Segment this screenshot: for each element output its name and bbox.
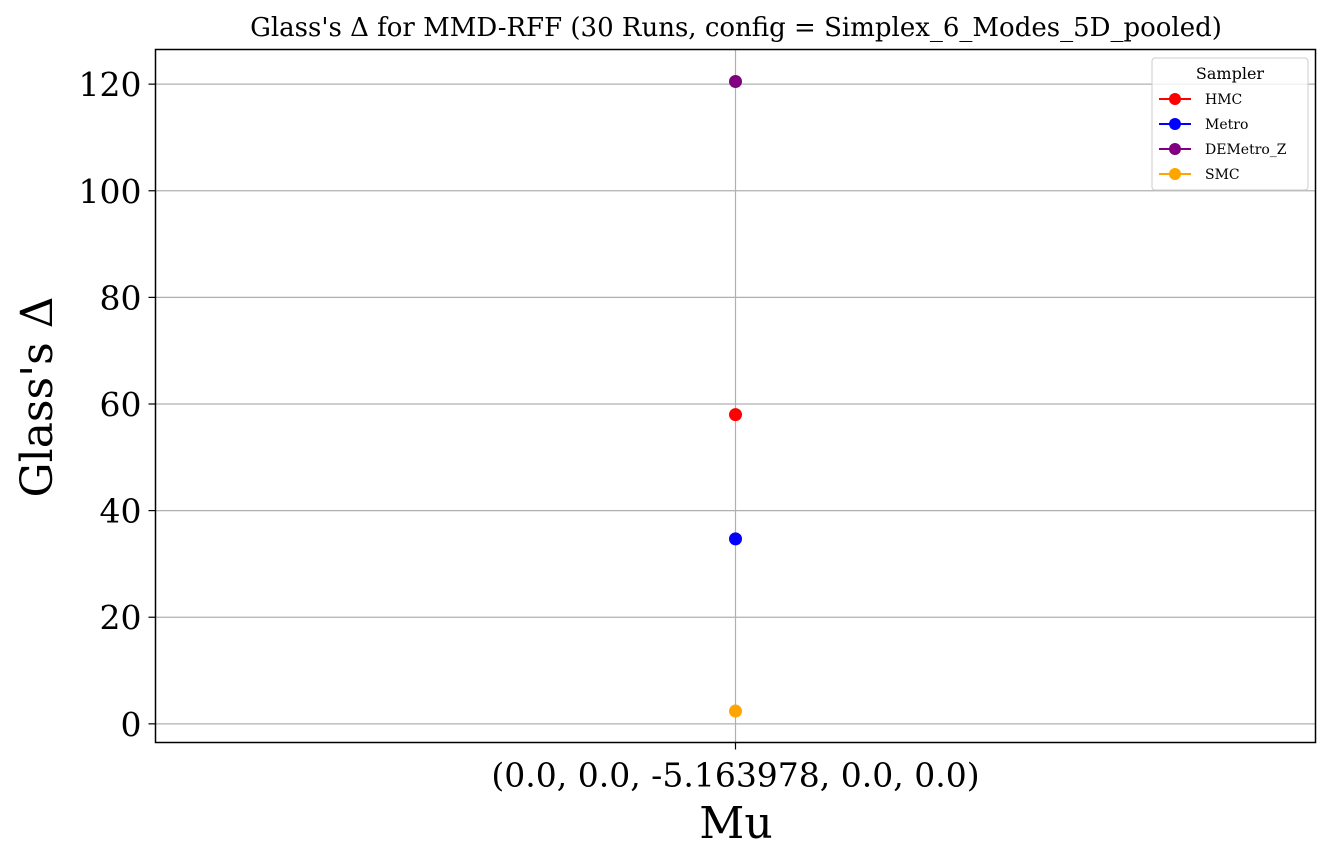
- data-point-smc: [729, 704, 742, 718]
- legend-label: Metro: [1205, 117, 1248, 133]
- plot-area-frame: [154, 48, 1317, 744]
- legend-entries: HMC Metro DEMetro_Z SMC: [1159, 92, 1287, 183]
- legend-item-demetro-z: DEMetro_Z: [1159, 142, 1287, 158]
- y-axis-label: Glass's Δ: [12, 296, 63, 497]
- axis-ticks: 0 20 40 60 80 100 120 (0.0, 0.0, -5.163978, 0.0…: [79, 65, 980, 794]
- legend-marker: [1169, 93, 1181, 105]
- y-tick-label: 60: [100, 385, 142, 424]
- legend: Sampler HMC Metro DEMetro_Z SMC: [1151, 57, 1309, 191]
- grid: [155, 49, 1316, 743]
- y-tick-label: 100: [79, 172, 142, 211]
- y-tick-label: 20: [100, 598, 142, 637]
- legend-marker: [1169, 118, 1181, 130]
- legend-label: HMC: [1205, 92, 1242, 108]
- x-tick-label: (0.0, 0.0, -5.163978, 0.0, 0.0): [491, 756, 979, 795]
- legend-marker: [1169, 143, 1181, 155]
- y-tick-label: 40: [100, 492, 142, 531]
- legend-item-smc: SMC: [1159, 167, 1240, 183]
- legend-marker: [1169, 168, 1181, 180]
- y-tick-label: 80: [100, 278, 142, 317]
- y-tick-label: 120: [79, 65, 142, 104]
- legend-item-hmc: HMC: [1159, 92, 1242, 108]
- data-point-demetro-z: [729, 74, 742, 88]
- y-tick-label: 0: [121, 705, 142, 744]
- legend-label: DEMetro_Z: [1205, 142, 1287, 158]
- data-point-hmc: [729, 408, 742, 422]
- legend-box: [1151, 57, 1309, 191]
- chart-title: Glass's Δ for MMD-RFF (30 Runs, config =…: [250, 13, 1222, 43]
- legend-label: SMC: [1205, 167, 1240, 183]
- legend-title: Sampler: [1196, 64, 1265, 83]
- data-point-metro: [729, 532, 742, 546]
- data-points: [729, 74, 742, 718]
- x-axis-label: Mu: [699, 798, 772, 849]
- legend-item-metro: Metro: [1159, 117, 1248, 133]
